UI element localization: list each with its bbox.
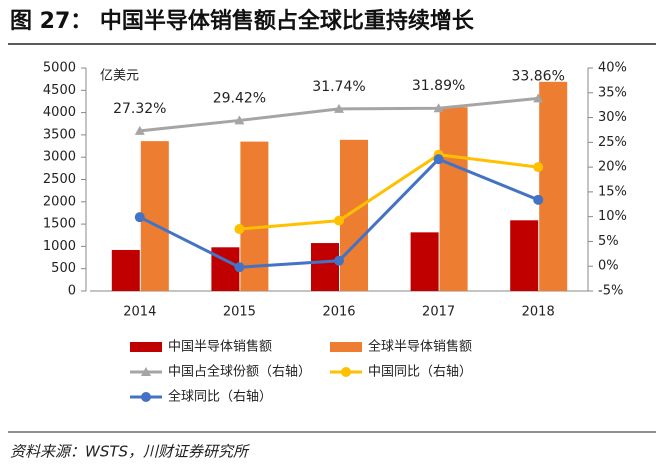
y-tick-label: 2000: [43, 194, 76, 209]
legend-marker: [341, 367, 351, 377]
point: [533, 162, 544, 173]
bar: [240, 141, 269, 291]
point: [533, 194, 544, 205]
y-tick-label: 1500: [43, 217, 76, 232]
point: [433, 154, 444, 165]
legend-label: 中国占全球份额（右轴）: [168, 364, 311, 380]
point: [533, 93, 544, 103]
legend-label: 中国同比（右轴）: [368, 365, 472, 380]
y2-tick-label: 5%: [598, 234, 619, 249]
y2-tick-label: 10%: [598, 209, 627, 224]
legend-swatch: [130, 342, 162, 352]
bar: [410, 232, 439, 291]
y2-tick-label: 25%: [598, 135, 627, 150]
legend-label: 全球同比（右轴）: [168, 389, 272, 405]
y-tick-label: 5000: [43, 61, 76, 76]
legend-marker: [141, 367, 151, 376]
y-tick-label: 4500: [43, 83, 76, 98]
point: [234, 115, 245, 125]
legend-marker: [141, 392, 151, 402]
point: [234, 262, 245, 273]
y2-tick-label: 35%: [598, 85, 627, 100]
chart-title: 图 27： 中国半导体销售额占全球比重持续增长: [10, 8, 475, 34]
point: [134, 212, 145, 223]
legend-label: 中国半导体销售额: [168, 339, 272, 355]
point: [334, 215, 344, 226]
line: [139, 96, 539, 133]
y-tick-label: 0: [68, 284, 76, 299]
data-label: 33.86%: [512, 68, 565, 84]
y2-tick-label: 40%: [598, 61, 627, 76]
x-tick-label: 2014: [123, 305, 156, 320]
y2-tick-label: -5%: [598, 284, 623, 299]
y2-tick-label: 15%: [598, 184, 627, 199]
line: [239, 153, 539, 231]
point: [433, 103, 444, 113]
y2-tick-label: 30%: [598, 110, 627, 125]
y-tick-label: 2500: [43, 172, 76, 187]
x-tick-label: 2015: [223, 305, 256, 320]
data-label: 31.89%: [412, 78, 465, 94]
data-label: 31.74%: [312, 79, 365, 95]
legend-swatch: [330, 342, 362, 352]
point: [334, 103, 344, 113]
source: 资料来源：WSTS，川财证券研究所: [10, 443, 250, 461]
y-tick-label: 3000: [43, 150, 76, 165]
y2-tick-label: 0%: [598, 259, 619, 274]
y-tick-label: 4000: [43, 105, 76, 120]
bar: [510, 220, 539, 291]
point: [134, 125, 145, 135]
y-tick-label: 1000: [43, 239, 76, 254]
y-tick-label: 3500: [43, 127, 76, 142]
x-tick-label: 2017: [422, 305, 455, 320]
bar: [311, 243, 339, 291]
y2-tick-label: 20%: [598, 160, 627, 175]
y-tick-label: 500: [51, 261, 76, 276]
bar: [111, 249, 140, 291]
x-tick-label: 2018: [522, 305, 555, 320]
y-unit: 亿美元: [100, 69, 139, 84]
data-label: 27.32%: [113, 101, 166, 117]
bar: [539, 81, 568, 292]
bar: [439, 107, 468, 291]
x-tick-label: 2016: [322, 305, 355, 320]
point: [234, 224, 245, 235]
point: [334, 255, 344, 266]
bar: [140, 141, 169, 291]
data-label: 29.42%: [213, 90, 266, 106]
legend-label: 全球半导体销售额: [368, 339, 472, 355]
